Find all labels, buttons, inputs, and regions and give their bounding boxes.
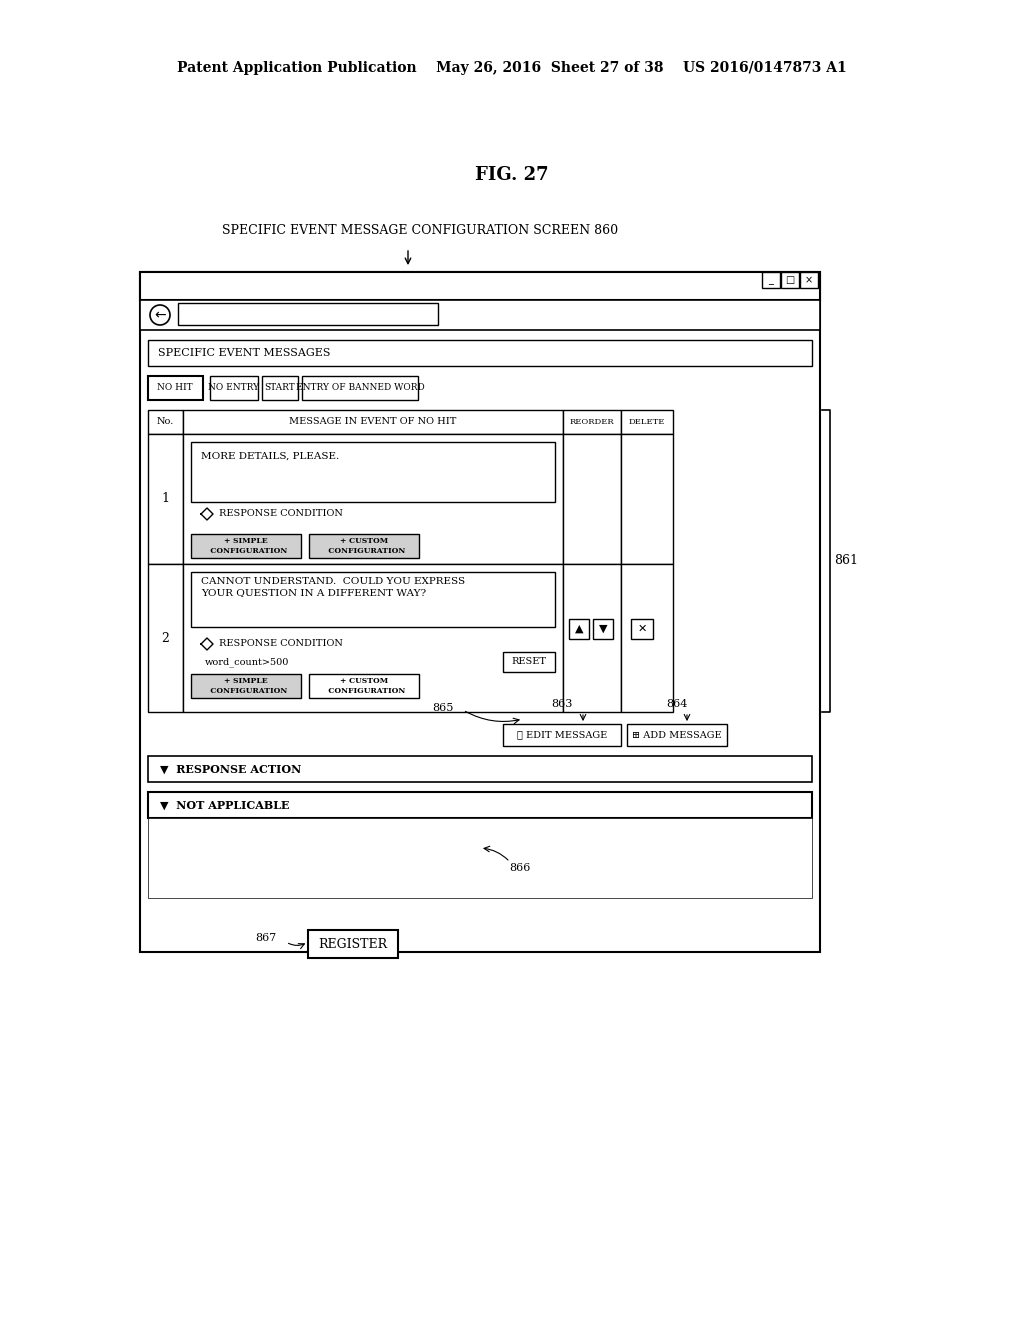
Bar [302, 376, 418, 400]
Text: 865: 865 [432, 704, 454, 713]
Bar [627, 723, 727, 746]
Bar [621, 564, 673, 711]
Bar [781, 272, 799, 288]
Text: ×: × [805, 275, 813, 285]
Bar [178, 304, 438, 325]
Text: word_count>500: word_count>500 [205, 657, 290, 667]
Text: + SIMPLE
  CONFIGURATION: + SIMPLE CONFIGURATION [205, 677, 287, 694]
Bar [191, 442, 555, 502]
Bar [621, 411, 673, 434]
Text: 861: 861 [834, 554, 858, 568]
Text: RESPONSE CONDITION: RESPONSE CONDITION [219, 510, 343, 519]
Bar [183, 411, 563, 434]
Text: ▲: ▲ [574, 624, 584, 634]
Bar [148, 341, 812, 366]
Text: + SIMPLE
  CONFIGURATION: + SIMPLE CONFIGURATION [205, 537, 287, 554]
Text: ▼  NOT APPLICABLE: ▼ NOT APPLICABLE [160, 800, 290, 810]
Bar [503, 652, 555, 672]
Bar [191, 572, 555, 627]
Text: + CUSTOM
  CONFIGURATION: + CUSTOM CONFIGURATION [323, 537, 406, 554]
Text: ENTRY OF BANNED WORD: ENTRY OF BANNED WORD [296, 384, 424, 392]
Text: RESET: RESET [512, 657, 547, 667]
Bar [569, 619, 589, 639]
Bar [148, 756, 812, 781]
Bar [800, 272, 818, 288]
Bar [183, 434, 563, 564]
Bar [148, 564, 183, 711]
Bar [621, 434, 673, 564]
Bar [503, 723, 621, 746]
Text: NO ENTRY: NO ENTRY [209, 384, 259, 392]
Text: SPECIFIC EVENT MESSAGE CONFIGURATION SCREEN 860: SPECIFIC EVENT MESSAGE CONFIGURATION SCR… [222, 223, 618, 236]
Text: 866: 866 [509, 863, 530, 873]
Text: REGISTER: REGISTER [318, 937, 387, 950]
Text: + CUSTOM
  CONFIGURATION: + CUSTOM CONFIGURATION [323, 677, 406, 694]
Text: ←: ← [155, 308, 166, 322]
Text: 2: 2 [161, 631, 169, 644]
Bar [210, 376, 258, 400]
Text: ☑ EDIT MESSAGE: ☑ EDIT MESSAGE [517, 730, 607, 739]
Text: RESPONSE CONDITION: RESPONSE CONDITION [219, 639, 343, 648]
Text: ⊞ ADD MESSAGE: ⊞ ADD MESSAGE [632, 730, 722, 739]
Text: DELETE: DELETE [629, 418, 666, 426]
Bar [148, 818, 812, 898]
Bar [148, 376, 203, 400]
Bar [191, 675, 301, 698]
Text: MORE DETAILS, PLEASE.: MORE DETAILS, PLEASE. [201, 451, 339, 461]
Text: NO HIT: NO HIT [158, 384, 193, 392]
Text: MESSAGE IN EVENT OF NO HIT: MESSAGE IN EVENT OF NO HIT [290, 417, 457, 426]
Text: START: START [264, 384, 295, 392]
Bar [191, 535, 301, 558]
Text: FIG. 27: FIG. 27 [475, 166, 549, 183]
Text: 863: 863 [551, 700, 572, 709]
Text: No.: No. [157, 417, 174, 426]
Text: ▼: ▼ [599, 624, 607, 634]
Text: SPECIFIC EVENT MESSAGES: SPECIFIC EVENT MESSAGES [158, 348, 331, 358]
Bar [309, 675, 419, 698]
Text: ✕: ✕ [637, 624, 647, 634]
Text: ▼  RESPONSE ACTION: ▼ RESPONSE ACTION [160, 763, 301, 775]
Bar [309, 535, 419, 558]
Bar [148, 792, 812, 818]
Text: □: □ [785, 275, 795, 285]
Bar [593, 619, 613, 639]
Bar [140, 272, 820, 952]
Text: REORDER: REORDER [569, 418, 614, 426]
Text: Patent Application Publication    May 26, 2016  Sheet 27 of 38    US 2016/014787: Patent Application Publication May 26, 2… [177, 61, 847, 75]
Bar [563, 564, 621, 711]
Bar [308, 931, 398, 958]
Bar [140, 272, 820, 300]
Text: 867: 867 [255, 933, 276, 942]
Text: 1: 1 [161, 492, 169, 506]
Circle shape [150, 305, 170, 325]
Bar [631, 619, 653, 639]
Bar [563, 411, 621, 434]
Bar [140, 300, 820, 330]
Bar [183, 564, 563, 711]
Bar [762, 272, 780, 288]
Bar [148, 434, 183, 564]
Bar [148, 411, 183, 434]
Text: 864: 864 [667, 700, 688, 709]
Bar [563, 434, 621, 564]
Text: _: _ [769, 275, 773, 285]
Bar [262, 376, 298, 400]
Text: CANNOT UNDERSTAND.  COULD YOU EXPRESS
YOUR QUESTION IN A DIFFERENT WAY?: CANNOT UNDERSTAND. COULD YOU EXPRESS YOU… [201, 577, 465, 597]
